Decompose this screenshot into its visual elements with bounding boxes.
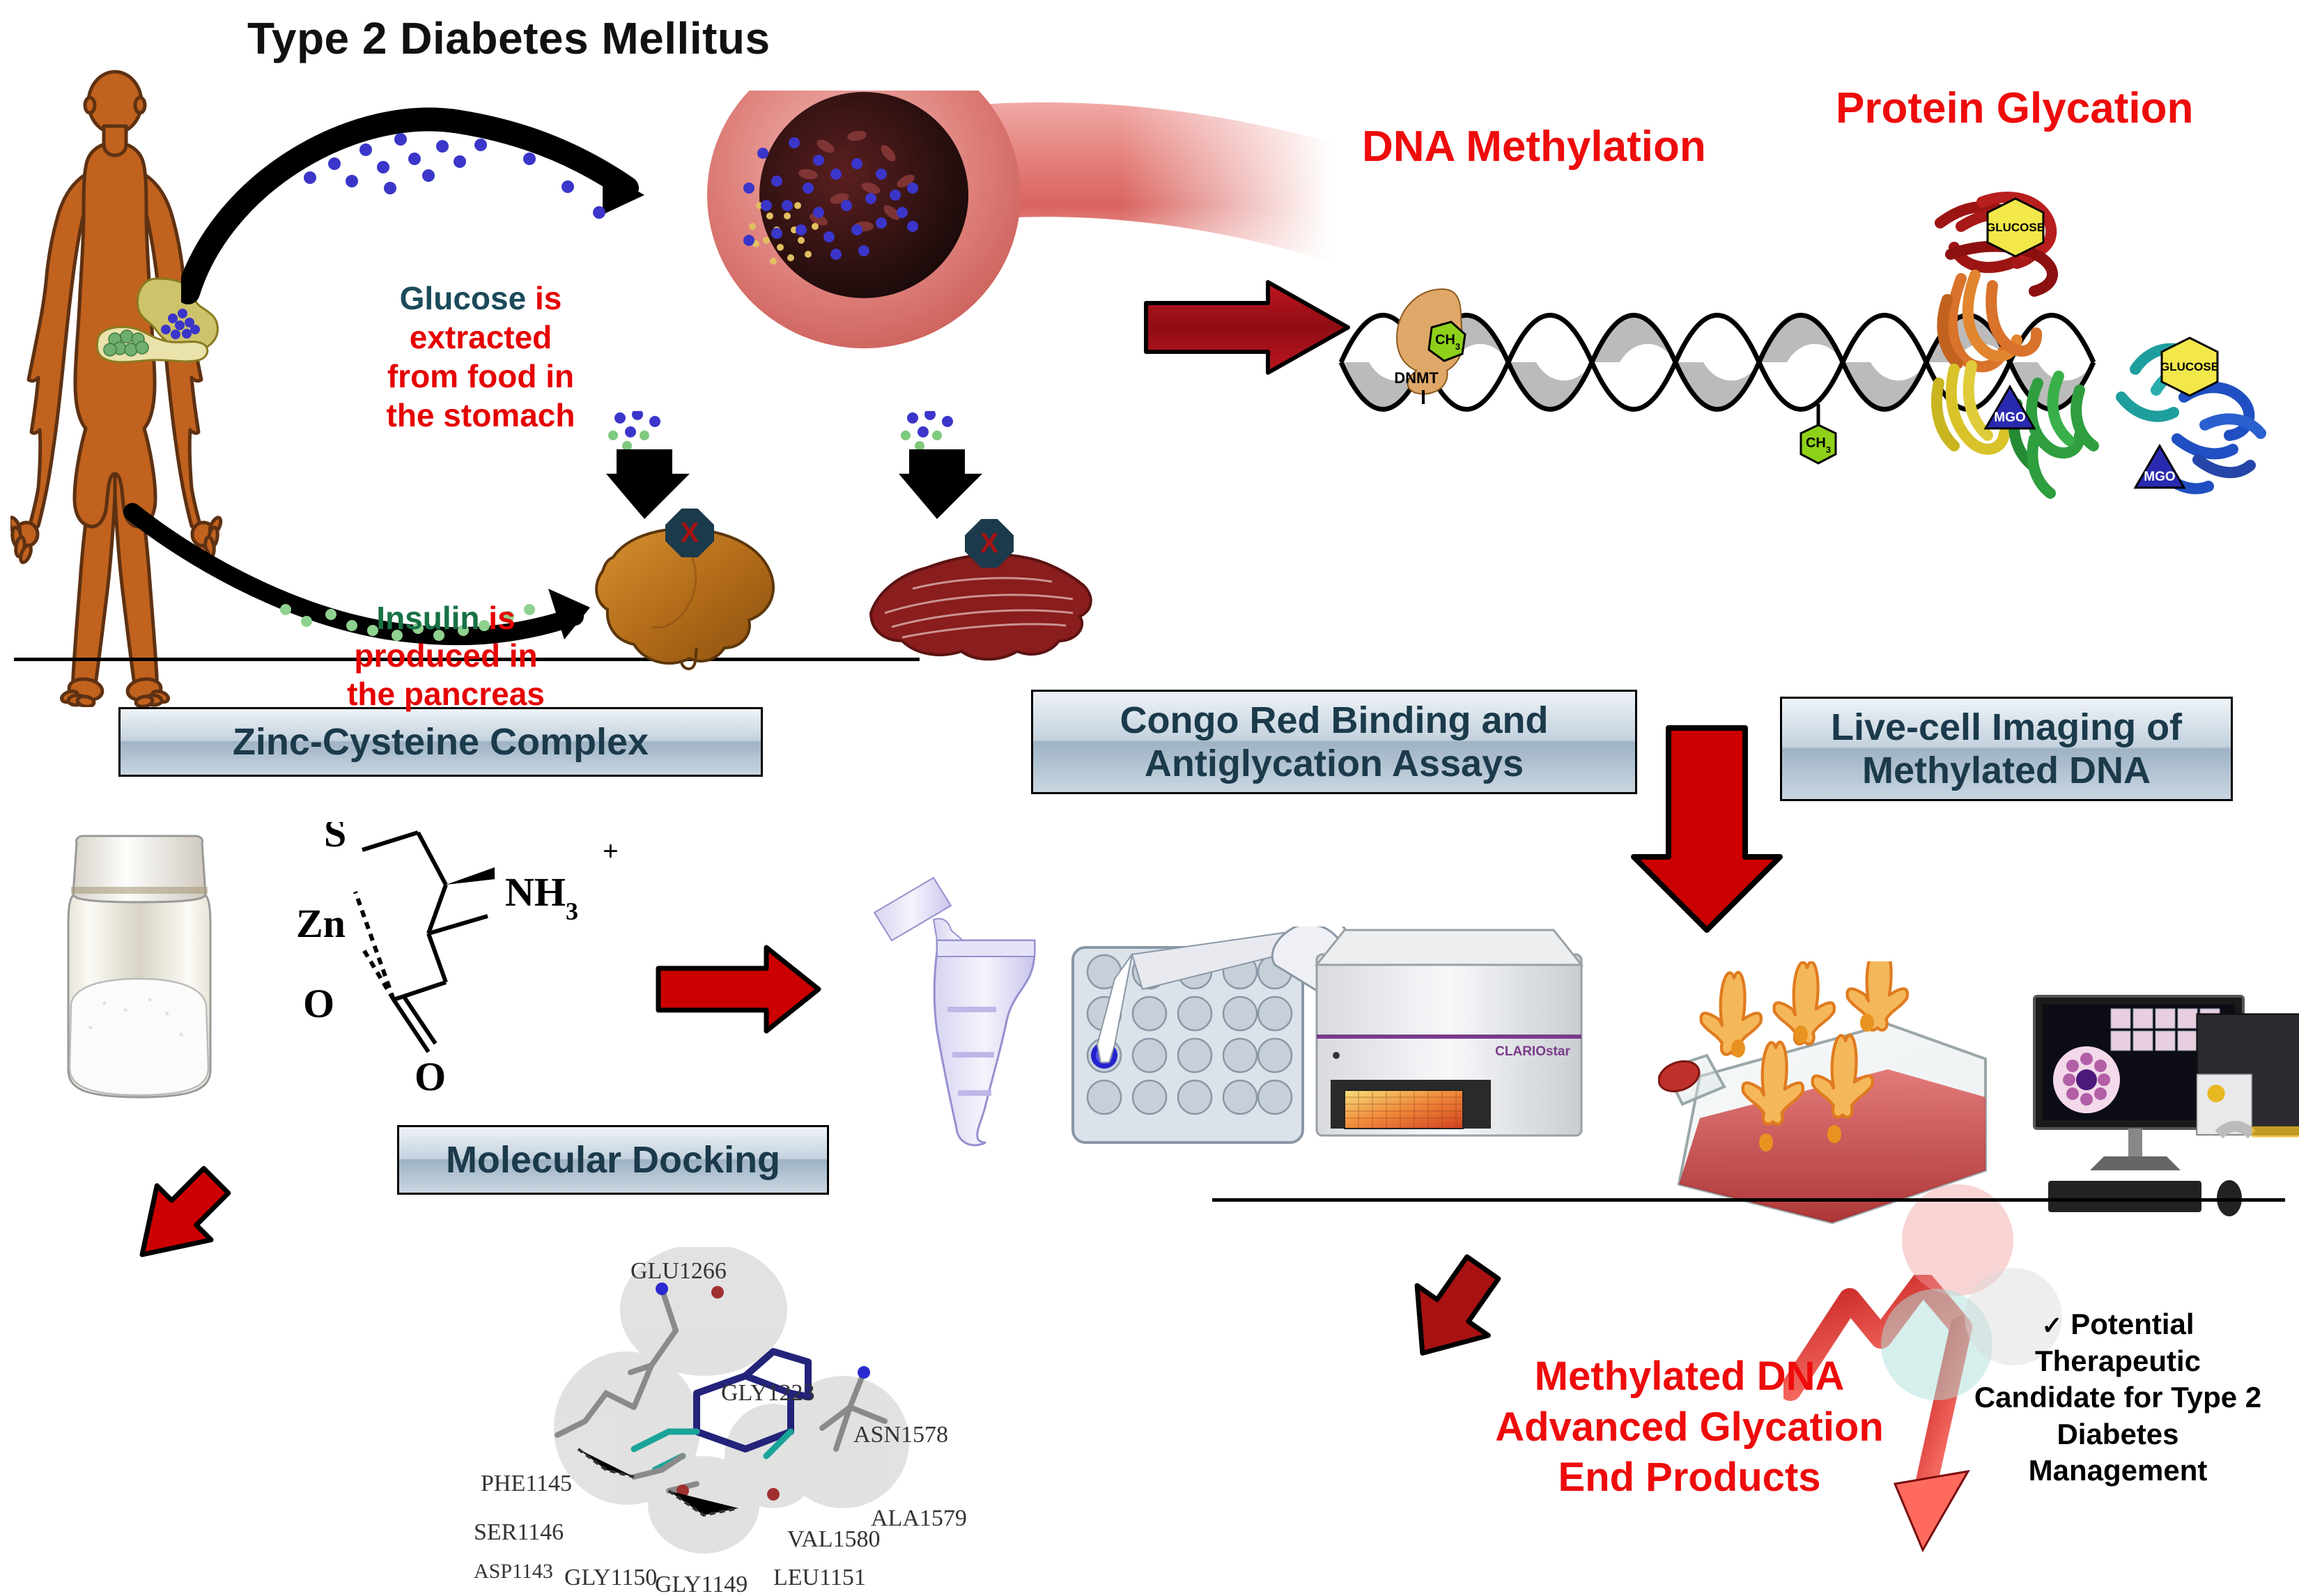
svg-text:SER1146: SER1146 — [474, 1519, 564, 1545]
svg-text:ALA1579: ALA1579 — [871, 1505, 967, 1531]
svg-text:PHE1145: PHE1145 — [481, 1471, 572, 1496]
svg-text:GLUCOSE: GLUCOSE — [2160, 360, 2219, 373]
svg-text:MGO: MGO — [1994, 410, 2025, 425]
svg-text:GLY1149: GLY1149 — [655, 1572, 748, 1595]
svg-text:Zn: Zn — [296, 901, 346, 946]
svg-text:ASP1143: ASP1143 — [474, 1560, 553, 1583]
svg-text:DNMT: DNMT — [1394, 369, 1439, 387]
svg-text:GLU1266: GLU1266 — [630, 1258, 727, 1284]
svg-text:+: + — [603, 835, 619, 867]
svg-text:CLARIOstar: CLARIOstar — [1495, 1044, 1570, 1059]
svg-text:NH3: NH3 — [505, 869, 578, 925]
svg-text:GLY1150: GLY1150 — [564, 1565, 657, 1590]
svg-text:X: X — [681, 518, 699, 548]
svg-text:GLUCOSE: GLUCOSE — [1986, 221, 2045, 234]
svg-text:MGO: MGO — [2144, 470, 2175, 484]
svg-text:S: S — [324, 822, 346, 855]
svg-text:X: X — [980, 528, 999, 559]
svg-text:O: O — [415, 1054, 446, 1099]
svg-text:ASN1578: ASN1578 — [853, 1422, 948, 1448]
svg-text:LEU1151: LEU1151 — [773, 1565, 866, 1590]
svg-text:VAL1580: VAL1580 — [787, 1526, 881, 1552]
svg-text:GLY1223: GLY1223 — [721, 1380, 814, 1406]
svg-text:O: O — [303, 981, 334, 1026]
